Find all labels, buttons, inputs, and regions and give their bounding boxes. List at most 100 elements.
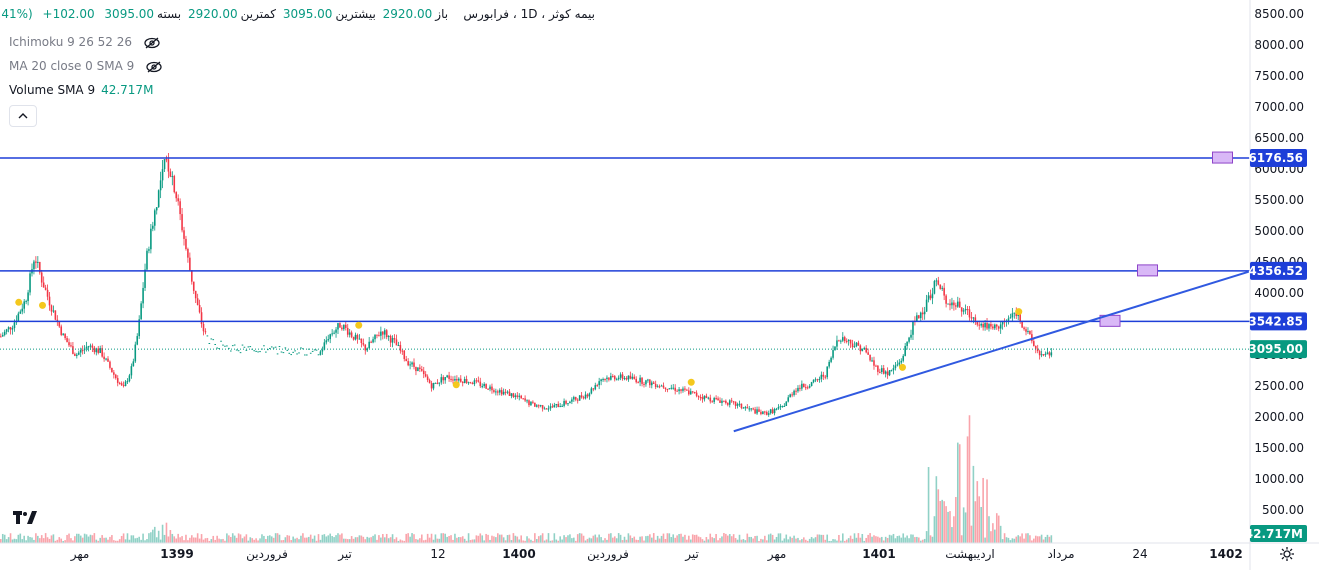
volume-bar	[483, 540, 485, 543]
volume-bar	[968, 415, 971, 543]
volume-bar	[235, 537, 238, 543]
volume-bar	[376, 539, 378, 543]
candle	[189, 257, 191, 271]
volume-bar	[534, 533, 536, 543]
volume-bar	[834, 539, 836, 543]
candle	[64, 333, 66, 339]
candle	[77, 352, 80, 355]
volume-bar	[257, 540, 259, 543]
candle	[656, 386, 659, 388]
volume-bar	[245, 534, 248, 543]
candle	[775, 408, 778, 410]
volume-bar	[764, 535, 766, 543]
candle	[1013, 312, 1016, 314]
volume-bar	[875, 536, 877, 543]
candle	[130, 366, 133, 376]
volume-bar	[120, 535, 123, 543]
indicator-ichimoku[interactable]: Ichimoku 9 26 52 26	[9, 35, 160, 49]
volume-bar	[707, 539, 710, 543]
volume-bar	[218, 538, 220, 543]
candle	[179, 201, 181, 215]
candle	[551, 406, 554, 408]
interval[interactable]: 1D	[520, 7, 538, 21]
candle	[836, 340, 838, 347]
candle	[477, 380, 480, 382]
eye-off-icon[interactable]	[146, 61, 162, 73]
candle	[980, 323, 982, 326]
candle	[426, 376, 429, 381]
eye-off-icon[interactable]	[144, 37, 160, 49]
candle	[1007, 318, 1010, 321]
volume-bar	[29, 537, 31, 543]
volume-bar	[621, 540, 624, 543]
candle	[103, 356, 105, 360]
y-tick-label: 7000.00	[1254, 100, 1304, 114]
volume-bar	[224, 540, 226, 543]
candle	[730, 400, 733, 402]
tradingview-logo[interactable]	[10, 507, 40, 529]
candle	[664, 387, 667, 389]
candle	[1009, 317, 1012, 319]
volume-bar	[77, 533, 80, 543]
volume-bar	[847, 538, 850, 543]
volume-bar	[553, 533, 556, 543]
volume-bar	[857, 533, 860, 543]
indicator-ma[interactable]: MA 20 close 0 SMA 9	[9, 59, 162, 73]
volume-bar	[853, 533, 856, 543]
volume-bar	[157, 530, 160, 543]
volume-bar	[58, 537, 61, 543]
volume-label: 42.717M	[1245, 527, 1303, 541]
volume-bar	[97, 540, 100, 543]
candle	[748, 408, 751, 410]
candle	[1048, 352, 1051, 356]
candle	[58, 321, 61, 327]
candle	[3, 331, 6, 335]
candle	[810, 382, 813, 387]
event-marker	[687, 378, 695, 386]
volume-bar	[754, 535, 756, 543]
volume-bar	[943, 501, 945, 543]
candle	[489, 386, 491, 390]
volume-bar	[276, 533, 279, 543]
collapse-legend-button[interactable]	[9, 105, 37, 127]
volume-bar	[822, 534, 825, 543]
candle	[958, 301, 961, 308]
candle	[319, 351, 322, 355]
volume-bar	[528, 538, 530, 543]
volume-bar	[191, 535, 193, 543]
candle	[1050, 352, 1053, 356]
volume-bar	[356, 537, 359, 543]
volume-bar	[113, 540, 115, 543]
candle	[167, 159, 170, 172]
candle	[688, 390, 690, 395]
candle	[532, 401, 534, 403]
candle	[758, 409, 760, 412]
candle	[1021, 321, 1023, 328]
candle	[992, 326, 994, 329]
volume-bar	[1031, 540, 1033, 543]
volume-bar	[804, 539, 807, 543]
gear-icon[interactable]	[1279, 546, 1295, 562]
candle	[417, 367, 419, 372]
event-markers	[15, 298, 1023, 389]
volume-bar	[35, 533, 37, 543]
volume-bar	[456, 537, 458, 543]
indicator-volume[interactable]: Volume SMA 9 42.717M	[9, 83, 153, 97]
candle	[387, 335, 390, 338]
candle	[728, 400, 731, 405]
candle	[906, 341, 908, 346]
candle	[422, 370, 425, 375]
candle	[79, 350, 82, 353]
volume-bar	[684, 534, 686, 543]
candle	[857, 342, 860, 346]
volume-bar	[487, 534, 489, 543]
volume-bar	[138, 536, 140, 543]
candle	[325, 340, 328, 343]
volume-bar	[662, 533, 665, 543]
symbol-name[interactable]: بیمه کوثر	[548, 7, 595, 21]
candle	[563, 400, 565, 406]
candle	[845, 341, 848, 343]
volume-bar	[325, 536, 328, 543]
volume-bar	[173, 536, 176, 543]
